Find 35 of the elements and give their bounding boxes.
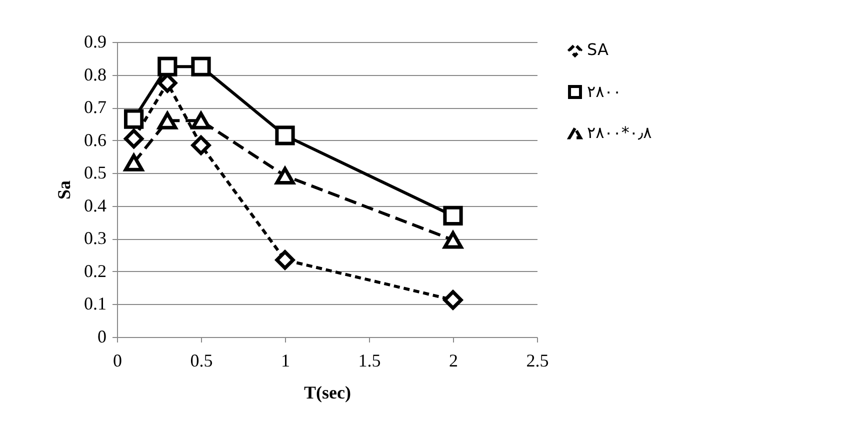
legend-label: SA <box>587 40 608 59</box>
point <box>124 128 144 149</box>
y-tick-label: 0.7 <box>84 97 106 118</box>
point <box>443 290 463 310</box>
x-tick-label: 1 <box>281 350 290 370</box>
point <box>275 167 295 184</box>
x-tick-label: 2 <box>449 350 458 370</box>
x-tick-label: 2.5 <box>526 350 549 370</box>
x-tick-label: 0 <box>113 350 122 370</box>
point <box>191 112 211 130</box>
point <box>158 56 178 76</box>
point <box>191 56 211 76</box>
x-tick-label: 1.5 <box>358 350 381 370</box>
y-axis-title: Sa <box>54 180 74 200</box>
point <box>124 109 144 129</box>
point <box>275 126 295 146</box>
point <box>124 154 144 172</box>
point <box>191 135 211 156</box>
legend-label: ۲۸۰۰ <box>587 82 622 101</box>
y-tick-label: 0.5 <box>84 162 106 183</box>
point <box>275 250 295 270</box>
y-tick-label: 0 <box>98 326 106 346</box>
y-tick-label: 0.6 <box>84 130 106 150</box>
y-tick-label: 0.9 <box>84 32 106 52</box>
y-tick-label: 0.2 <box>84 260 106 281</box>
point <box>443 206 463 226</box>
x-tick-label: 0.5 <box>190 350 213 370</box>
y-tick-label: 0.3 <box>84 228 106 248</box>
legend-label: ۲۸۰۰*۰٫۸ <box>587 123 652 142</box>
y-tick-label: 0.4 <box>84 195 106 216</box>
y-tick-label: 0.8 <box>84 64 106 84</box>
point <box>158 112 178 130</box>
point <box>443 231 463 249</box>
x-axis-title: T(sec) <box>304 382 351 402</box>
y-tick-label: 0.1 <box>84 294 106 314</box>
